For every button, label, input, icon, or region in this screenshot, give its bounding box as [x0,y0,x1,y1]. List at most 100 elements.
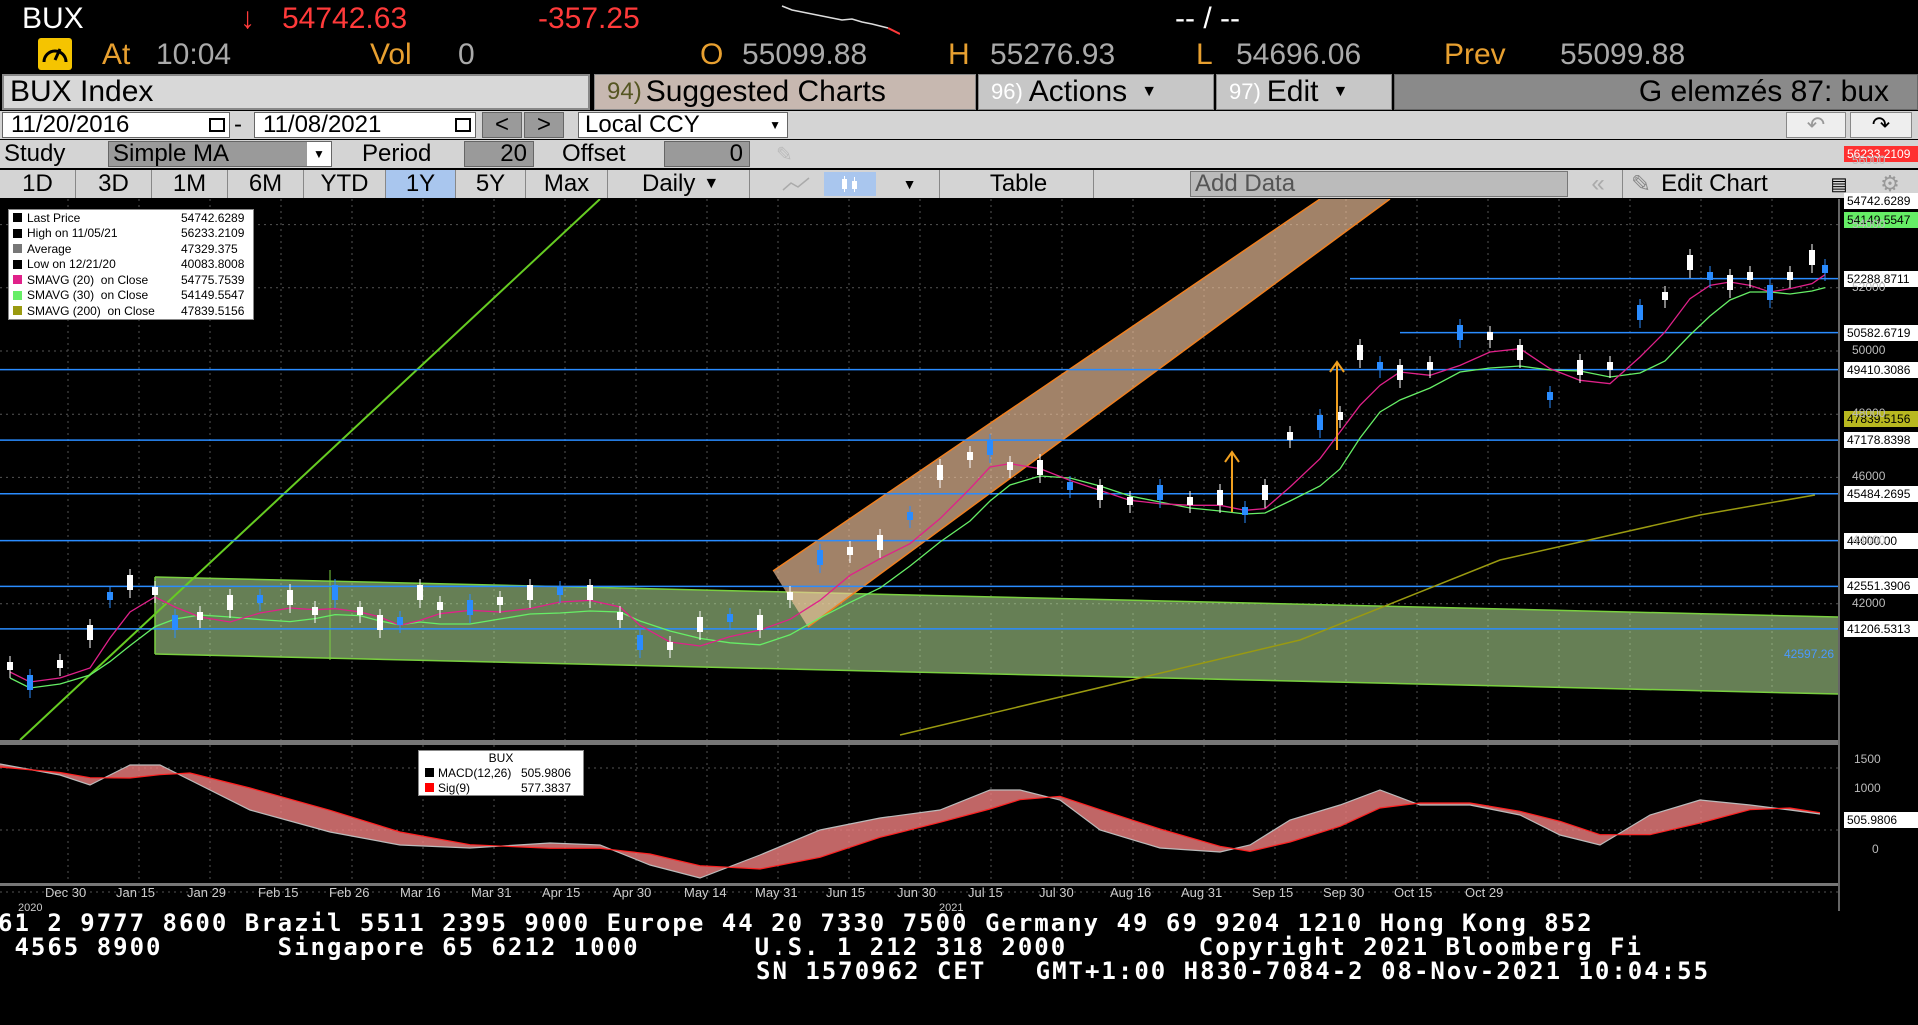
x-axis-label: Aug 31 [1181,885,1223,900]
macd-legend-title: BUX [488,751,514,765]
study-select[interactable]: Simple MA ▼ [108,140,332,167]
rising-channel-upper [772,199,1321,572]
table-button[interactable]: Table [944,170,1094,198]
legend-row: SMAVG (30) on Close 54149.5547 [9,288,253,304]
candle-body [1727,275,1733,290]
range-button-3d[interactable]: 3D [76,170,152,198]
y-axis-tick: 44000 [1852,532,1886,547]
candle-body [227,595,233,610]
legend-swatch [13,290,22,300]
chart-type-dropdown[interactable]: ▼ [880,170,940,198]
edit-num: 97) [1229,79,1261,104]
range-button-6m[interactable]: 6M [228,170,304,198]
calendar-icon[interactable] [455,118,471,132]
edit-chart-label: Edit Chart [1661,170,1768,197]
period-field[interactable]: 20 [464,140,534,167]
y-axis-tick: 50000 [1852,343,1886,357]
legend-value: 54775.7539 [181,272,245,287]
legend-row: SMAVG (20) on Close 54775.7539 [9,272,253,288]
range-button-1y[interactable]: 1Y [386,170,456,198]
at-label: At [102,38,131,71]
price-axis-label: 47178.8398 [1844,432,1918,449]
prev-period-button[interactable]: < [482,111,522,138]
legend-label: Low on 12/21/20 [27,257,116,272]
low-value: 54696.06 [1236,38,1362,71]
chevron-down-icon: ▼ [307,142,331,166]
add-data-input[interactable]: Add Data [1190,170,1568,197]
security-title[interactable]: BUX Index [2,74,590,110]
pencil-icon: ✎ [1631,170,1652,198]
line-chart-icon[interactable] [770,172,822,196]
suggested-num: 94) [607,78,642,105]
x-axis-label: May 31 [755,885,798,900]
quote-time: 10:04 [156,38,232,71]
x-axis-label: Apr 15 [542,885,581,900]
candle-body [667,642,673,650]
x-axis-label: Apr 30 [613,885,652,900]
undo-button[interactable]: ↶ [1786,112,1846,138]
price-axis-label: 52288.8711 [1844,270,1918,287]
candle-body [1822,265,1828,273]
y-axis-tick: 56000 [1852,153,1886,168]
candle-body [312,607,318,615]
legend-value: 54742.6289 [181,210,245,225]
candle-body [787,592,793,600]
end-date-field[interactable]: 11/08/2021 [254,111,476,138]
range-button-ytd[interactable]: YTD [304,170,386,198]
sma30-line [9,286,1826,689]
chart-settings-icon[interactable]: ▤ [1830,173,1848,194]
bid-ask: -- / -- [1175,2,1240,35]
candle-body [87,625,93,640]
range-button-max[interactable]: Max [526,170,608,198]
speed-icon[interactable] [38,38,72,70]
suggested-charts-button[interactable]: 94) Suggested Charts [594,74,976,110]
legend-value: 47329.375 [181,241,238,256]
candle-body [357,607,363,615]
candle-body [617,612,623,620]
candle-body [877,535,883,550]
right-axis-line [1838,199,1840,911]
currency-select[interactable]: Local CCY ▼ [578,111,788,138]
price-axis-label: 42551.3906 [1844,578,1918,595]
study-value: Simple MA [113,140,230,167]
candle-body [1637,305,1643,320]
candle-body [1787,272,1793,280]
calendar-icon[interactable] [209,118,225,132]
legend-swatch [13,244,22,254]
offset-field[interactable]: 0 [664,140,750,167]
candle-body [1287,432,1293,440]
high-label: H [948,38,970,71]
edit-menu[interactable]: 97) Edit ▼ [1216,74,1392,110]
candle-body [107,592,113,600]
legend-swatch [13,228,22,238]
frequency-select[interactable]: Daily ▼ [632,170,750,198]
candle-body [817,550,823,565]
offset-label: Offset [562,140,626,167]
legend-label: Last Price [27,210,81,225]
range-button-1m[interactable]: 1M [152,170,228,198]
edit-chart-button[interactable]: ✎ Edit Chart [1622,170,1808,198]
next-period-button[interactable]: > [524,111,564,138]
sparkline-icon [781,5,900,35]
price-chart[interactable] [0,199,1918,911]
legend-row: Average 47329.375 [9,241,253,257]
actions-menu[interactable]: 96) Actions ▼ [978,74,1214,110]
x-axis-label: Feb 26 [329,885,370,900]
sma20-line [9,274,1826,683]
vol-value: 0 [458,38,475,71]
candle-chart-icon[interactable] [824,172,876,196]
legend-label: MACD(12,26) [438,765,512,780]
candle-body [1007,462,1013,470]
legend-value: 54149.5547 [181,288,245,303]
gear-icon[interactable]: ⚙ [1880,171,1900,196]
range-button-5y[interactable]: 5Y [456,170,526,198]
range-button-1d[interactable]: 1D [0,170,76,198]
pane-separator [0,740,1838,745]
x-axis-label: Jun 30 [897,885,937,900]
x-axis-label: Jul 30 [1039,885,1074,900]
start-date-field[interactable]: 11/20/2016 [2,111,230,138]
pencil-icon[interactable]: ✎ [776,144,793,166]
frequency-value: Daily [642,170,696,197]
redo-button[interactable]: ↷ [1850,112,1912,138]
collapse-icon[interactable]: « [1591,170,1605,197]
